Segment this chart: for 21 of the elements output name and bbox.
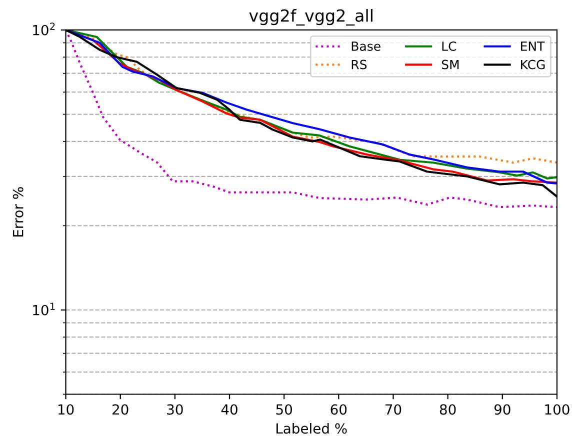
legend-label: SM (442, 60, 459, 70)
x-tick-label: 70 (386, 404, 402, 415)
legend-label: KCG (521, 60, 545, 70)
y-axis-title: Error % (12, 187, 24, 236)
legend-label: RS (352, 60, 367, 70)
x-tick-label: 80 (440, 404, 456, 415)
x-tick-label: 30 (167, 404, 183, 415)
x-tick-label: 90 (494, 404, 510, 415)
x-tick-label: 100 (545, 404, 570, 415)
x-tick-label: 60 (330, 404, 347, 415)
x-tick-label: 20 (112, 404, 128, 415)
x-axis-title: Labeled % (276, 422, 347, 434)
x-tick-label: 50 (276, 404, 292, 415)
y-tick-label: 10$^{1}$ (33, 302, 55, 316)
legend-label: ENT (521, 42, 545, 51)
y-tick-label: 10$^{2}$ (33, 22, 55, 36)
x-tick-label: 40 (221, 404, 238, 415)
legend-label: Base (352, 42, 380, 51)
x-tick-label: 10 (58, 404, 74, 415)
legend-label: LC (442, 41, 456, 51)
chart-title: vgg2f_vgg2_all (249, 8, 372, 26)
